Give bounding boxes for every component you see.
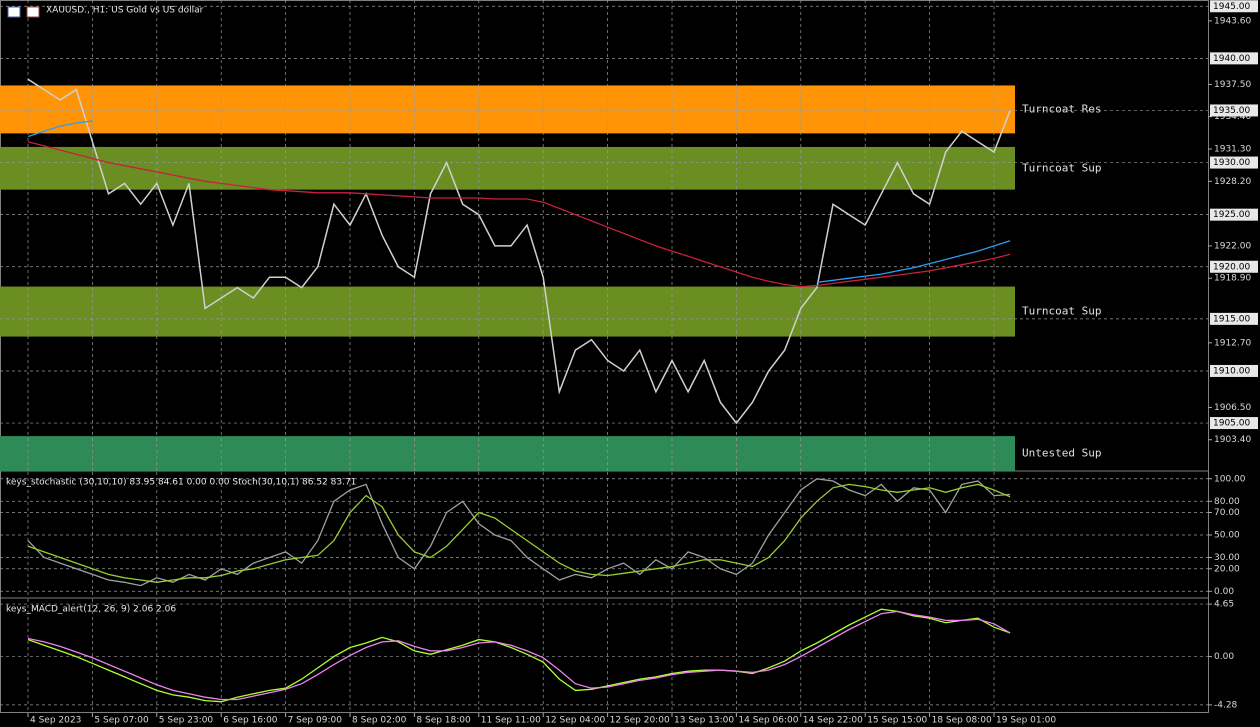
y-tick-label: 4.65 bbox=[1214, 600, 1234, 610]
level-box bbox=[1210, 156, 1258, 169]
pane-title: XAUUSD., H1: US Gold vs US dollar bbox=[46, 6, 204, 16]
level-label: 1920.00 bbox=[1213, 262, 1250, 272]
series-line bbox=[27, 120, 1011, 284]
y-tick-label: 1934.40 bbox=[1214, 112, 1251, 122]
y-tick-label: 1922.00 bbox=[1214, 241, 1251, 251]
level-box bbox=[1210, 0, 1258, 13]
series-line bbox=[27, 483, 1011, 583]
zone bbox=[0, 436, 1015, 471]
zone-label: Untested Sup bbox=[1022, 447, 1101, 460]
pane-title: keys_MACD_alert(12, 26, 9) 2.06 2.06 bbox=[6, 605, 176, 615]
series-line bbox=[27, 608, 1011, 703]
zone bbox=[0, 85, 1015, 134]
x-tick-label: 8 Sep 02:00 bbox=[352, 716, 407, 726]
series-line bbox=[27, 610, 1011, 701]
x-tick-label: 7 Sep 09:00 bbox=[288, 716, 343, 726]
zone-label: Turncoat Res bbox=[1022, 102, 1101, 115]
y-tick-label: 1928.20 bbox=[1214, 177, 1251, 187]
y-tick-label: 1943.60 bbox=[1214, 16, 1251, 26]
level-label: 1910.00 bbox=[1213, 366, 1250, 376]
x-tick-label: 11 Sep 11:00 bbox=[481, 716, 541, 726]
x-tick-label: 5 Sep 07:00 bbox=[94, 716, 149, 726]
zone-label: Turncoat Sup bbox=[1022, 161, 1101, 174]
y-tick-label: 50.00 bbox=[1214, 531, 1240, 541]
zone bbox=[0, 286, 1015, 337]
y-tick-label: 20.00 bbox=[1214, 564, 1240, 574]
y-tick-label: 70.00 bbox=[1214, 508, 1240, 518]
y-tick-label: 0.00 bbox=[1214, 652, 1234, 662]
y-tick-label: 1937.50 bbox=[1214, 80, 1251, 90]
y-tick-label: 1931.30 bbox=[1214, 145, 1251, 155]
level-label: 1905.00 bbox=[1213, 419, 1250, 429]
level-box bbox=[1210, 208, 1258, 221]
x-tick-label: 14 Sep 06:00 bbox=[738, 716, 798, 726]
x-tick-label: 12 Sep 04:00 bbox=[545, 716, 605, 726]
zone-label: Turncoat Sup bbox=[1022, 305, 1101, 318]
plot-frame bbox=[0, 0, 1209, 713]
x-tick-label: 6 Sep 16:00 bbox=[223, 716, 278, 726]
pane-title: keys_stochastic (30,10,10) 83.95 84.61 0… bbox=[6, 478, 356, 488]
level-box bbox=[1210, 417, 1258, 430]
x-tick-label: 14 Sep 22:00 bbox=[803, 716, 863, 726]
level-label: 1940.00 bbox=[1213, 54, 1250, 64]
x-tick-label: 18 Sep 08:00 bbox=[932, 716, 992, 726]
level-label: 1935.00 bbox=[1213, 106, 1250, 116]
series-line bbox=[27, 78, 1011, 425]
x-tick-label: 4 Sep 2023 bbox=[30, 716, 81, 726]
y-tick-label: 1903.40 bbox=[1214, 435, 1251, 445]
level-box bbox=[1210, 364, 1258, 377]
zone bbox=[0, 146, 1015, 190]
y-tick-label: 80.00 bbox=[1214, 497, 1240, 507]
y-tick-label: 1906.50 bbox=[1214, 403, 1251, 413]
symbol-icons bbox=[7, 6, 40, 18]
level-box bbox=[1210, 104, 1258, 117]
level-label: 1915.00 bbox=[1213, 314, 1250, 324]
y-tick-label: 1912.70 bbox=[1214, 338, 1251, 348]
y-tick-label: 1918.90 bbox=[1214, 274, 1251, 284]
level-label: 1945.00 bbox=[1213, 2, 1250, 12]
level-box bbox=[1210, 52, 1258, 65]
x-tick-label: 15 Sep 15:00 bbox=[867, 716, 927, 726]
y-tick-label: 30.00 bbox=[1214, 553, 1240, 563]
series-line bbox=[27, 141, 1011, 288]
level-label: 1925.00 bbox=[1213, 210, 1250, 220]
y-tick-label: 100.00 bbox=[1214, 474, 1246, 484]
x-tick-label: 19 Sep 01:00 bbox=[996, 716, 1056, 726]
x-tick-label: 13 Sep 13:00 bbox=[674, 716, 734, 726]
y-tick-label: -4.28 bbox=[1214, 700, 1238, 710]
level-label: 1930.00 bbox=[1213, 158, 1250, 168]
level-box bbox=[1210, 312, 1258, 325]
y-tick-label: 0.00 bbox=[1214, 587, 1234, 597]
x-tick-label: 12 Sep 20:00 bbox=[610, 716, 670, 726]
x-tick-label: 5 Sep 23:00 bbox=[159, 716, 214, 726]
series-line bbox=[27, 478, 1011, 587]
x-tick-label: 8 Sep 18:00 bbox=[416, 716, 471, 726]
level-box bbox=[1210, 260, 1258, 273]
